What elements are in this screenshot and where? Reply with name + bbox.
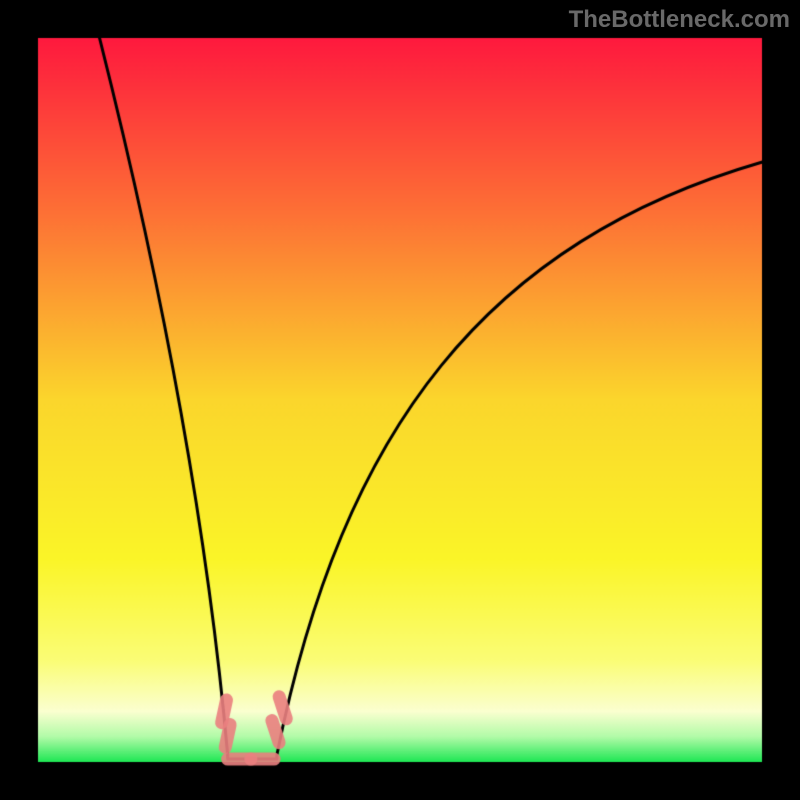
bottleneck-gradient-plot [0,0,800,800]
watermark-text: TheBottleneck.com [569,6,790,34]
